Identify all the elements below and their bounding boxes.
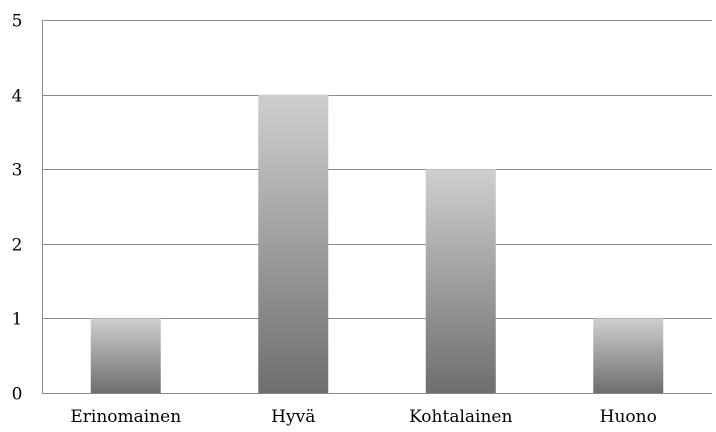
y-tick-label-2: 2 bbox=[12, 236, 23, 256]
bar-huono bbox=[593, 318, 664, 393]
x-category-label-huono: Huono bbox=[600, 407, 657, 427]
bar-kohtalainen bbox=[425, 169, 496, 393]
x-category-labels: Erinomainen Hyvä Kohtalainen Huono bbox=[70, 407, 657, 427]
bar-erinomainen bbox=[90, 318, 161, 393]
y-tick-labels: 0 1 2 3 4 5 bbox=[12, 12, 23, 405]
y-tick-label-4: 4 bbox=[12, 87, 23, 107]
y-tick-label-5: 5 bbox=[12, 12, 23, 32]
y-tick-label-0: 0 bbox=[12, 385, 23, 405]
axes bbox=[42, 20, 712, 394]
y-tick-label-1: 1 bbox=[12, 310, 23, 330]
y-tick-label-3: 3 bbox=[12, 161, 23, 181]
bars bbox=[90, 94, 664, 393]
gridlines bbox=[42, 20, 712, 319]
x-category-label-kohtalainen: Kohtalainen bbox=[409, 407, 512, 427]
x-category-label-erinomainen: Erinomainen bbox=[70, 407, 181, 427]
bar-hyvä bbox=[258, 94, 329, 393]
x-category-label-hyvä: Hyvä bbox=[271, 407, 315, 427]
